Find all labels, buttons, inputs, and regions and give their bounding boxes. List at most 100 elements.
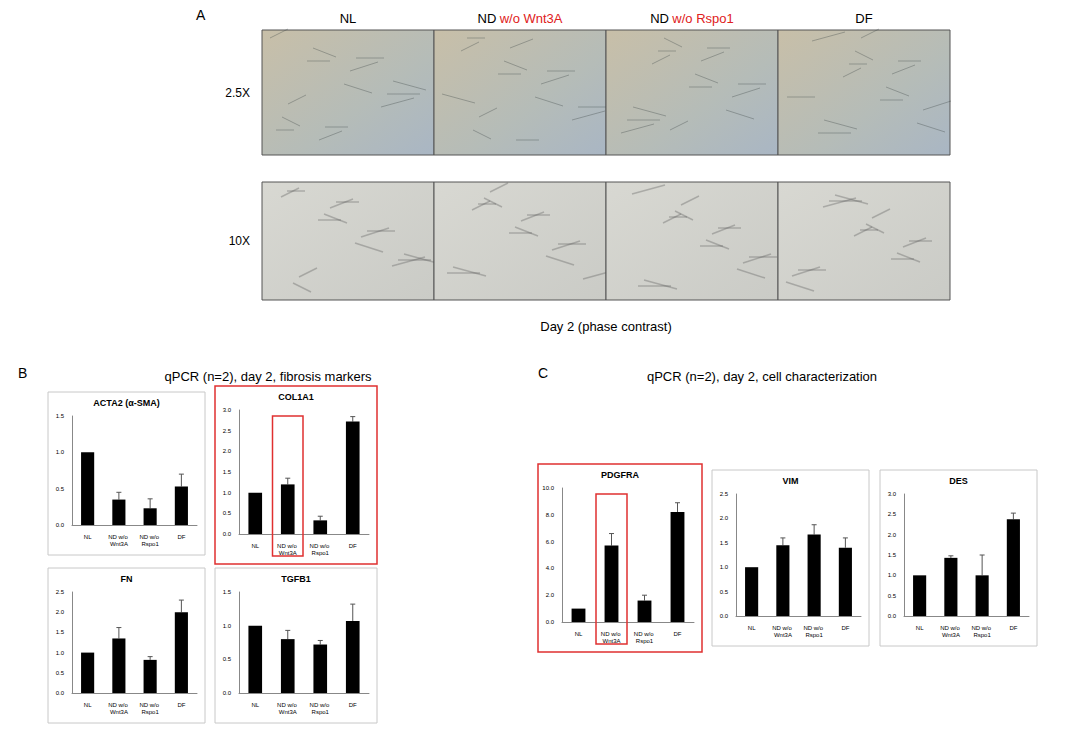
svg-text:0.5: 0.5	[888, 593, 897, 599]
svg-text:ND: ND	[478, 11, 497, 26]
svg-text:1.0: 1.0	[56, 449, 65, 455]
svg-text:2.5X: 2.5X	[225, 86, 250, 100]
svg-text:1.0: 1.0	[223, 490, 232, 496]
svg-text:ND w/o: ND w/o	[277, 702, 298, 708]
svg-text:1.0: 1.0	[223, 623, 232, 629]
svg-text:Rspo1: Rspo1	[973, 632, 991, 638]
svg-text:NL: NL	[251, 543, 259, 549]
svg-text:ND w/o: ND w/o	[601, 631, 622, 637]
svg-text:Rspo1: Rspo1	[636, 638, 654, 644]
svg-text:FN: FN	[121, 574, 133, 584]
svg-text:0.5: 0.5	[56, 670, 65, 676]
svg-text:1.0: 1.0	[720, 564, 729, 570]
svg-text:ND w/o: ND w/o	[971, 625, 992, 631]
svg-text:DF: DF	[349, 543, 357, 549]
svg-text:A: A	[196, 7, 206, 23]
svg-text:DF: DF	[1009, 625, 1017, 631]
svg-text:NL: NL	[84, 702, 92, 708]
svg-text:2.5: 2.5	[56, 589, 65, 595]
svg-text:1.5: 1.5	[223, 469, 232, 475]
svg-text:PDGFRA: PDGFRA	[601, 470, 640, 480]
svg-text:0.0: 0.0	[888, 613, 897, 619]
svg-text:1.5: 1.5	[720, 540, 729, 546]
svg-text:Rspo1: Rspo1	[805, 632, 823, 638]
svg-text:2.5: 2.5	[720, 491, 729, 497]
svg-text:NL: NL	[748, 625, 756, 631]
svg-text:COL1A1: COL1A1	[278, 392, 314, 402]
svg-text:C: C	[538, 365, 548, 381]
svg-text:DF: DF	[349, 702, 357, 708]
svg-text:ACTA2 (α-SMA): ACTA2 (α-SMA)	[93, 398, 159, 408]
svg-text:ND w/o: ND w/o	[310, 702, 331, 708]
svg-text:ND w/o: ND w/o	[108, 702, 129, 708]
svg-text:DF: DF	[841, 625, 849, 631]
svg-text:6.0: 6.0	[546, 539, 555, 545]
svg-text:2.0: 2.0	[56, 609, 65, 615]
svg-text:Wnt3A: Wnt3A	[110, 709, 128, 715]
svg-text:ND w/o: ND w/o	[277, 543, 298, 549]
svg-text:ND w/o: ND w/o	[634, 631, 655, 637]
svg-text:2.0: 2.0	[223, 448, 232, 454]
svg-text:DF: DF	[177, 534, 185, 540]
svg-text:0.5: 0.5	[223, 510, 232, 516]
svg-text:1.0: 1.0	[56, 650, 65, 656]
svg-text:0.0: 0.0	[223, 531, 232, 537]
svg-text:ND w/o: ND w/o	[310, 543, 331, 549]
svg-text:0.0: 0.0	[720, 613, 729, 619]
svg-text:Wnt3A: Wnt3A	[279, 550, 297, 556]
svg-text:w/o Wnt3A: w/o Wnt3A	[499, 11, 563, 26]
svg-text:1.5: 1.5	[56, 413, 65, 419]
svg-text:0.5: 0.5	[56, 486, 65, 492]
svg-text:NL: NL	[251, 702, 259, 708]
svg-text:10X: 10X	[229, 234, 250, 248]
svg-text:2.0: 2.0	[546, 592, 555, 598]
svg-text:ND: ND	[650, 11, 669, 26]
svg-text:DF: DF	[855, 11, 872, 26]
svg-text:DES: DES	[949, 476, 968, 486]
svg-text:Wnt3A: Wnt3A	[774, 632, 792, 638]
svg-text:VIM: VIM	[782, 476, 798, 486]
svg-text:ND w/o: ND w/o	[108, 534, 129, 540]
svg-text:Wnt3A: Wnt3A	[942, 632, 960, 638]
svg-text:10.0: 10.0	[542, 485, 554, 491]
svg-text:Rspo1: Rspo1	[312, 550, 330, 556]
svg-text:ND w/o: ND w/o	[772, 625, 793, 631]
svg-text:ND w/o: ND w/o	[940, 625, 961, 631]
svg-text:Wnt3A: Wnt3A	[602, 638, 620, 644]
svg-text:0.0: 0.0	[56, 690, 65, 696]
svg-text:Rspo1: Rspo1	[141, 709, 159, 715]
svg-text:4.0: 4.0	[546, 565, 555, 571]
svg-text:1.5: 1.5	[56, 629, 65, 635]
svg-text:NL: NL	[84, 534, 92, 540]
svg-text:2.5: 2.5	[223, 428, 232, 434]
svg-text:2.5: 2.5	[888, 511, 897, 517]
svg-text:w/o Rspo1: w/o Rspo1	[671, 11, 733, 26]
svg-text:3.0: 3.0	[223, 407, 232, 413]
svg-text:0.0: 0.0	[546, 619, 555, 625]
svg-text:qPCR (n=2), day 2, fibrosis ma: qPCR (n=2), day 2, fibrosis markers	[165, 369, 372, 384]
svg-text:0.5: 0.5	[720, 589, 729, 595]
svg-text:2.0: 2.0	[888, 532, 897, 538]
svg-text:0.5: 0.5	[223, 656, 232, 662]
svg-text:NL: NL	[340, 11, 357, 26]
svg-text:TGFB1: TGFB1	[281, 574, 311, 584]
svg-text:B: B	[18, 365, 27, 381]
svg-text:0.0: 0.0	[223, 690, 232, 696]
svg-text:1.5: 1.5	[223, 589, 232, 595]
svg-text:DF: DF	[674, 631, 682, 637]
svg-text:Rspo1: Rspo1	[312, 709, 330, 715]
svg-text:Day 2 (phase contrast): Day 2 (phase contrast)	[540, 319, 672, 334]
svg-text:NL: NL	[916, 625, 924, 631]
svg-text:NL: NL	[575, 631, 583, 637]
svg-text:1.5: 1.5	[888, 552, 897, 558]
svg-text:8.0: 8.0	[546, 512, 555, 518]
svg-text:DF: DF	[177, 702, 185, 708]
svg-text:Wnt3A: Wnt3A	[110, 541, 128, 547]
svg-text:Wnt3A: Wnt3A	[279, 709, 297, 715]
svg-text:0.0: 0.0	[56, 522, 65, 528]
svg-text:ND w/o: ND w/o	[803, 625, 824, 631]
svg-text:ND w/o: ND w/o	[139, 702, 160, 708]
svg-text:Rspo1: Rspo1	[141, 541, 159, 547]
svg-text:2.0: 2.0	[720, 515, 729, 521]
svg-text:3.0: 3.0	[888, 491, 897, 497]
